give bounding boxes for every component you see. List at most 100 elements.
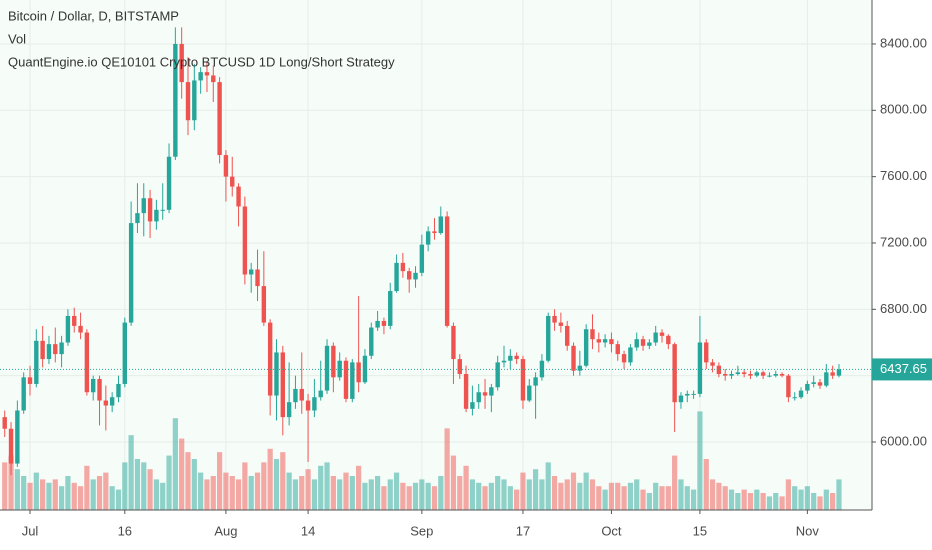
candle-body	[15, 410, 20, 464]
volume-bar	[166, 455, 172, 510]
candle-body	[173, 43, 178, 157]
volume-bar	[728, 489, 735, 510]
candle-body	[628, 347, 633, 363]
candle-body	[84, 332, 90, 393]
candle-body	[116, 383, 121, 398]
y-tick-label: 7600.00	[880, 168, 927, 183]
candle-body	[141, 198, 146, 214]
candle-body	[8, 428, 14, 464]
candle-body	[192, 80, 197, 121]
candle-body	[280, 352, 285, 418]
candle-body	[571, 345, 576, 371]
candle-body	[438, 216, 443, 234]
candle-body	[72, 315, 77, 326]
candle-body	[249, 269, 254, 275]
candle-body	[255, 269, 260, 287]
x-tick-label: Oct	[601, 523, 622, 538]
volume-bar	[210, 476, 216, 510]
volume-bar	[482, 486, 488, 510]
candle-body	[596, 339, 601, 343]
volume-bar	[77, 486, 84, 510]
candle-body	[46, 344, 52, 360]
volume-bar	[431, 486, 438, 510]
volume-bar	[393, 472, 400, 510]
volume-bar	[830, 493, 836, 510]
candle-body	[198, 72, 203, 81]
volume-bar	[229, 476, 235, 510]
volume-bar	[577, 482, 583, 510]
candle-body	[432, 231, 437, 234]
volume-bar	[254, 472, 261, 510]
volume-bar	[65, 476, 71, 510]
x-tick-label: 14	[301, 523, 315, 538]
volume-bar	[153, 479, 159, 510]
candle-body	[489, 387, 494, 396]
candle-body	[350, 362, 355, 399]
volume-bar	[204, 479, 210, 510]
candle-body	[375, 320, 380, 328]
volume-bar	[160, 482, 166, 510]
volume-bar	[217, 452, 223, 510]
volume-bar	[615, 482, 621, 510]
candle-body	[520, 359, 526, 401]
candle-body	[103, 400, 109, 406]
volume-bar	[368, 479, 374, 510]
candle-body	[261, 286, 267, 323]
volume-bar	[634, 479, 640, 510]
candle-body	[754, 372, 759, 376]
volume-bar	[551, 476, 558, 510]
candle-body	[836, 369, 842, 376]
volume-bar	[356, 465, 362, 510]
candle-body	[552, 315, 557, 323]
volume-bar	[33, 472, 39, 510]
candle-body	[779, 374, 785, 376]
candle-body	[400, 262, 406, 272]
volume-bar	[608, 482, 615, 510]
candle-body	[312, 397, 317, 411]
volume-bar	[514, 489, 520, 510]
candle-body	[640, 339, 646, 346]
candle-body	[293, 388, 298, 403]
volume-bar	[280, 452, 286, 510]
candle-body	[147, 198, 153, 222]
candle-body	[482, 392, 488, 396]
candle-body	[495, 362, 500, 388]
volume-bar	[337, 479, 343, 510]
volume-bar	[621, 486, 627, 510]
volume-bar	[438, 476, 444, 510]
volume-bar	[798, 489, 804, 510]
candle-body	[413, 272, 418, 280]
volume-bar	[242, 462, 248, 510]
candle-body	[97, 378, 102, 401]
y-tick-label: 6000.00	[880, 433, 927, 448]
volume-bar	[122, 462, 128, 510]
volume-bar	[741, 489, 747, 510]
candle-body	[824, 372, 829, 386]
axes: 6000.006400.006800.007200.007600.008000.…	[22, 35, 932, 538]
volume-bar	[747, 493, 754, 510]
volume-bar	[103, 472, 109, 510]
volume-bar	[235, 479, 242, 510]
candle-body	[166, 156, 172, 210]
volume-bar	[665, 486, 671, 510]
candle-body	[318, 390, 323, 398]
candle-body	[40, 340, 45, 360]
volume-bar	[406, 486, 412, 510]
volume-bar	[27, 482, 33, 510]
candle-body	[109, 397, 115, 406]
volume-bar	[387, 479, 393, 510]
candle-body	[204, 72, 210, 76]
candle-body	[501, 360, 507, 363]
candle-body	[211, 75, 216, 83]
volume-bar	[507, 486, 513, 510]
candle-body	[647, 342, 652, 346]
volume-bar	[760, 493, 766, 510]
volume-bar	[375, 476, 381, 510]
candle-body	[356, 362, 361, 383]
candle-body	[792, 397, 797, 399]
candle-body	[419, 244, 425, 273]
candle-body	[729, 374, 734, 376]
volume-bar	[703, 459, 709, 510]
